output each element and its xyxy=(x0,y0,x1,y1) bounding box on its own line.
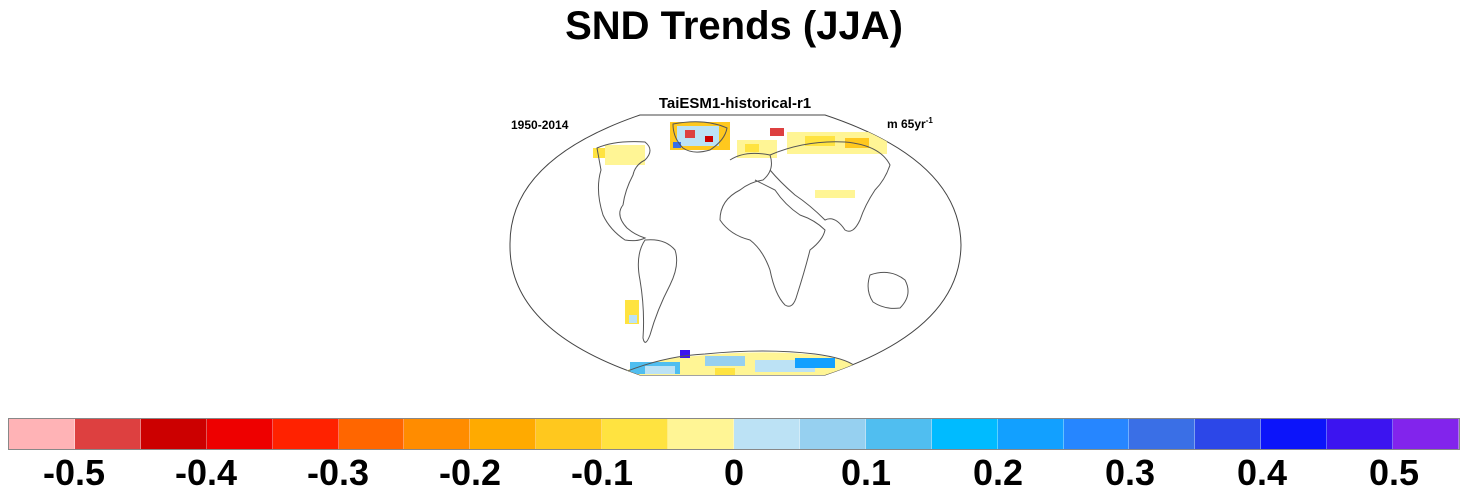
units-exponent: -1 xyxy=(925,116,933,125)
colorbar-tick-label: 0.4 xyxy=(1236,452,1288,493)
colorbar-tick-label: -0.3 xyxy=(306,452,370,493)
map-boundary xyxy=(509,114,962,376)
colorbar-tick-label: 0.5 xyxy=(1368,452,1420,493)
colorbar-cell xyxy=(404,419,471,449)
colorbar-cell xyxy=(536,419,603,449)
colorbar-cell xyxy=(1393,419,1459,449)
colorbar xyxy=(8,418,1460,450)
period-label: 1950-2014 xyxy=(511,118,569,132)
colorbar-cell xyxy=(1063,419,1130,449)
colorbar-cell xyxy=(1261,419,1328,449)
colorbar-cell xyxy=(668,419,734,449)
colorbar-tick-label: 0.2 xyxy=(972,452,1024,493)
colorbar-cell xyxy=(206,419,273,449)
colorbar-tick-label: -0.2 xyxy=(438,452,502,493)
world-map xyxy=(509,114,962,376)
colorbar-cell xyxy=(799,419,866,449)
colorbar-tick-label: 0 xyxy=(723,452,745,493)
colorbar-cell xyxy=(74,419,141,449)
colorbar-cell xyxy=(733,419,800,449)
colorbar-cell xyxy=(470,419,537,449)
units-main: m 65yr xyxy=(887,117,926,131)
panel-title: TaiESM1-historical-r1 xyxy=(658,95,812,112)
colorbar-cell xyxy=(997,419,1064,449)
colorbar-cell xyxy=(1129,419,1196,449)
colorbar-cell xyxy=(9,419,75,449)
colorbar-cell xyxy=(272,419,339,449)
colorbar-tick-label: -0.1 xyxy=(570,452,634,493)
arctic-trend-field xyxy=(593,122,887,324)
colorbar-cell xyxy=(338,419,405,449)
colorbar-tick-label: 0.3 xyxy=(1104,452,1156,493)
colorbar-cell xyxy=(1195,419,1262,449)
colorbar-cell xyxy=(865,419,932,449)
colorbar-cell xyxy=(931,419,998,449)
colorbar-cell xyxy=(602,419,669,449)
colorbar-cell xyxy=(140,419,207,449)
colorbar-tick-label: -0.5 xyxy=(42,452,106,493)
coastlines xyxy=(596,121,909,373)
colorbar-tick-label: 0.1 xyxy=(840,452,892,493)
figure-title: SND Trends (JJA) xyxy=(565,4,903,48)
colorbar-cell xyxy=(1327,419,1394,449)
colorbar-tick-label: -0.4 xyxy=(174,452,238,493)
antarctic-trend-field xyxy=(623,350,853,375)
units-label: m 65yr-1 xyxy=(887,116,933,131)
